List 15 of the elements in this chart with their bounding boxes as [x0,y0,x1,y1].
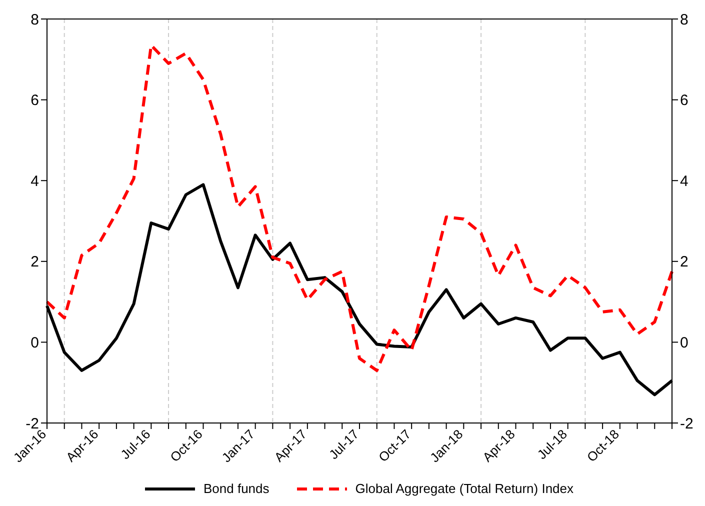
y2-tick-label: 6 [680,92,688,110]
y-tick-label: 2 [30,254,39,271]
y2-tick-label: 8 [680,11,688,28]
legend-label: Bond funds [203,481,270,496]
y2-tick-label: 0 [680,334,688,352]
y-tick-label: 6 [30,92,39,110]
legend-label: Global Aggregate (Total Return) Index [355,481,574,496]
y-tick-label: 0 [30,334,39,352]
y2-tick-label: 2 [680,254,688,271]
y2-tick-label: -2 [680,415,694,432]
y-tick-label: 8 [30,11,39,28]
line-series [46,44,674,372]
y-tick-label: 4 [30,172,39,190]
y2-tick-label: 4 [680,172,688,190]
y-tick-label: -2 [26,415,39,432]
